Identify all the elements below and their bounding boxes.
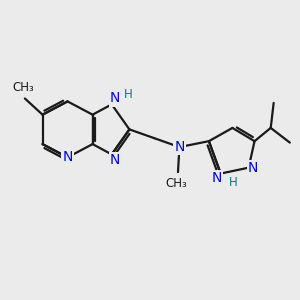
- Text: N: N: [110, 92, 120, 106]
- Text: N: N: [110, 153, 120, 167]
- Text: CH₃: CH₃: [13, 81, 34, 94]
- Text: N: N: [248, 161, 258, 175]
- Text: H: H: [124, 88, 132, 101]
- Text: N: N: [62, 150, 73, 164]
- Text: N: N: [174, 140, 184, 154]
- Text: CH₃: CH₃: [166, 177, 188, 190]
- Text: H: H: [229, 176, 237, 190]
- Text: N: N: [212, 171, 222, 185]
